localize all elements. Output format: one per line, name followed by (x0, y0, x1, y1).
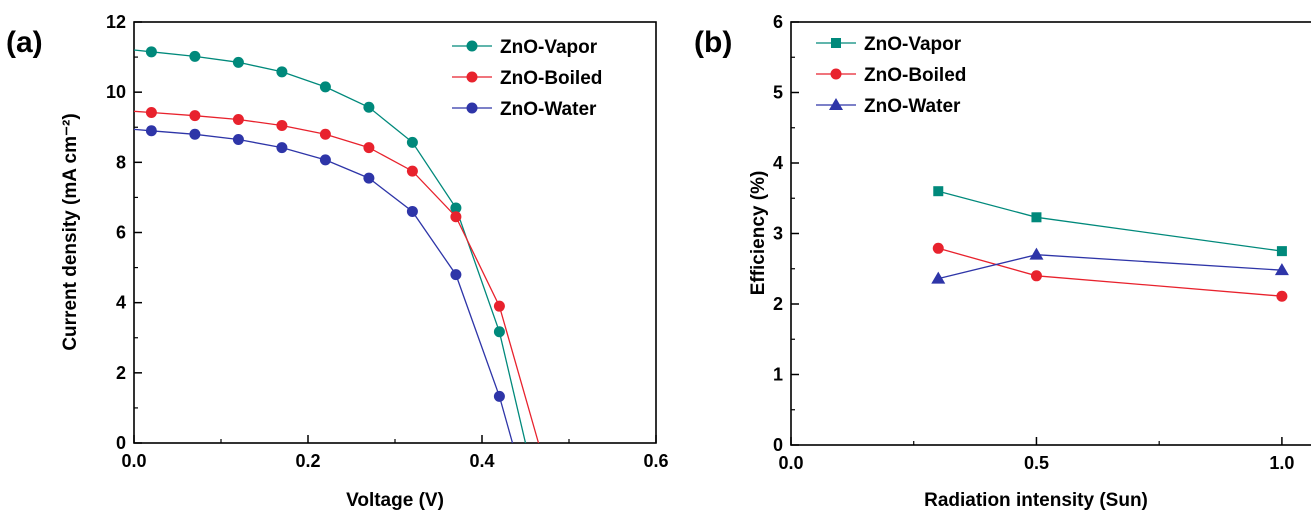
panel-b: (b) Radiation intensity (Sun) Efficiency… (694, 12, 1311, 511)
panel-a-data-point (276, 142, 288, 154)
panel-a-y-tick-label: 2 (116, 363, 126, 383)
panel-b-data-point (1276, 246, 1287, 257)
panel-a-legend-label: ZnO-Boiled (500, 68, 602, 89)
panel-a-data-point (232, 56, 244, 68)
panel-b-y-tick-label: 0 (773, 435, 783, 455)
panel-a-data-point (319, 154, 331, 166)
panel-a-series-line-2 (133, 128, 514, 444)
panel-a-y-tick-label: 10 (106, 82, 126, 102)
panel-a-y-tick-label: 0 (116, 433, 126, 453)
panel-b-y-tick-label: 4 (773, 153, 783, 173)
panel-b-data-point (1274, 263, 1289, 276)
panel-b-data-point (1031, 212, 1042, 223)
panel-a-data-point (189, 128, 201, 140)
panel-b-legend-marker (829, 98, 843, 110)
panel-a-data-point (232, 134, 244, 146)
panel-b-legend-marker (831, 38, 841, 48)
panel-b-series (931, 186, 1289, 302)
panel-a-data-point (450, 202, 462, 214)
panel-a-data-point (276, 119, 288, 131)
panel-a-x-axis-title: Voltage (V) (346, 490, 444, 511)
panel-a-y-tick-label: 4 (116, 293, 126, 313)
panel-a-data-point (406, 136, 418, 148)
panel-a-x-tick-label: 0.4 (469, 451, 494, 471)
panel-a-label: (a) (6, 26, 43, 59)
panel-a-data-point (145, 46, 157, 58)
panel-b-y-axis-title: Efficiency (%) (748, 171, 769, 296)
panel-b-data-point (931, 271, 946, 284)
panel-a-legend-marker (466, 40, 478, 52)
panel-b-legend: ZnO-Vapor ZnO-Boiled ZnO-Water (816, 34, 966, 117)
panel-a-y-tick-label: 12 (106, 12, 126, 32)
panel-b-data-point (1276, 290, 1288, 302)
panel-a-data-point (189, 110, 201, 122)
panel-b-data-point (1030, 270, 1042, 282)
panel-b-data-point (933, 186, 944, 197)
panel-b-label: (b) (694, 26, 732, 59)
panel-a-y-axis-title: Current density (mA cm⁻²) (60, 113, 81, 350)
panel-a-data-point (319, 81, 331, 93)
panel-b-y-tick-label: 2 (773, 294, 783, 314)
panel-a-data-point (232, 114, 244, 126)
panel-a-data-point (363, 101, 375, 113)
panel-a-data-point (450, 269, 462, 281)
panel-a-legend-marker (466, 71, 478, 83)
panel-b-y-tick-label: 1 (773, 365, 783, 385)
panel-b-legend-label: ZnO-Boiled (864, 65, 966, 86)
panel-a-data-point (145, 125, 157, 137)
panel-a-data-point (406, 205, 418, 217)
panel-b-x-tick-label: 0.5 (1024, 453, 1049, 473)
panel-b-data-point (1029, 247, 1044, 260)
panel-a-legend: ZnO-Vapor ZnO-Boiled ZnO-Water (452, 37, 602, 120)
panel-a-data-point (363, 142, 375, 154)
panel-b-y-tick-label: 6 (773, 12, 783, 32)
panel-a-data-point (450, 211, 462, 223)
panel-b-series-line-0 (938, 190, 1282, 252)
panel-b-series-line-1 (938, 247, 1282, 297)
panel-b-y-tick-label: 5 (773, 83, 783, 103)
panel-b-legend-label: ZnO-Vapor (864, 34, 962, 55)
panel-a-data-point (189, 50, 201, 62)
panel-a-x-tick-label: 0.2 (295, 451, 320, 471)
panel-a-x-tick-label: 0.6 (643, 451, 668, 471)
panel-a-data-point (493, 300, 505, 312)
panel-a-data-point (363, 172, 375, 184)
panel-a-x-tick-label: 0.0 (121, 451, 146, 471)
panel-a-legend-marker (466, 102, 478, 114)
panel-a-data-point (493, 326, 505, 338)
panel-a-ticks: 0.0 0.2 0.4 0.6 0 2 4 6 8 10 12 (106, 12, 669, 471)
panel-b-y-tick-label: 3 (773, 224, 783, 244)
panel-b-x-tick-label: 1.0 (1269, 453, 1294, 473)
panel-a-data-point (319, 128, 331, 140)
panel-b-ticks: 0.0 0.5 1.0 0 1 2 3 4 5 6 (773, 12, 1294, 473)
panel-a-data-point (406, 165, 418, 177)
panel-b-x-axis-title: Radiation intensity (Sun) (924, 490, 1148, 511)
panel-b-data-point (932, 242, 944, 254)
panel-a-data-point (145, 107, 157, 119)
panel-a-data-point (276, 66, 288, 78)
panel-a: (a) Voltage (V) Current density (mA cm⁻²… (6, 12, 669, 511)
panel-b-legend-label: ZnO-Water (864, 96, 961, 117)
panel-a-data-point (493, 390, 505, 402)
panel-b-legend-marker (830, 68, 842, 80)
panel-a-y-tick-label: 6 (116, 223, 126, 243)
panel-b-series-line-2 (938, 254, 1282, 280)
panel-a-series-line-1 (133, 110, 540, 444)
panel-a-legend-label: ZnO-Vapor (500, 37, 598, 58)
panel-a-series (133, 46, 540, 444)
panel-a-y-tick-label: 8 (116, 152, 126, 172)
panel-b-x-tick-label: 0.0 (778, 453, 803, 473)
panel-a-legend-label: ZnO-Water (500, 99, 597, 120)
